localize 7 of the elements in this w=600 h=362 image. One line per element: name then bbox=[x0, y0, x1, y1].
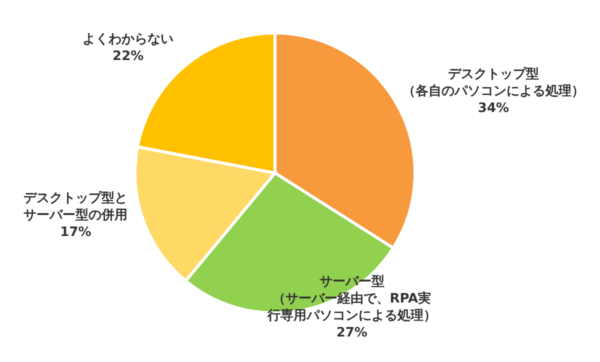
slice-label: よくわからない bbox=[82, 32, 174, 47]
data-label: 34% bbox=[478, 101, 510, 116]
data-label: 27% bbox=[336, 326, 368, 341]
slice-label: デスクトップ型（各自のパソコンによる処理） bbox=[402, 66, 584, 100]
data-label: 17% bbox=[60, 225, 92, 240]
data-label: 22% bbox=[112, 49, 144, 64]
slice-label: デスクトップ型とサーバー型の併用 bbox=[24, 190, 128, 224]
